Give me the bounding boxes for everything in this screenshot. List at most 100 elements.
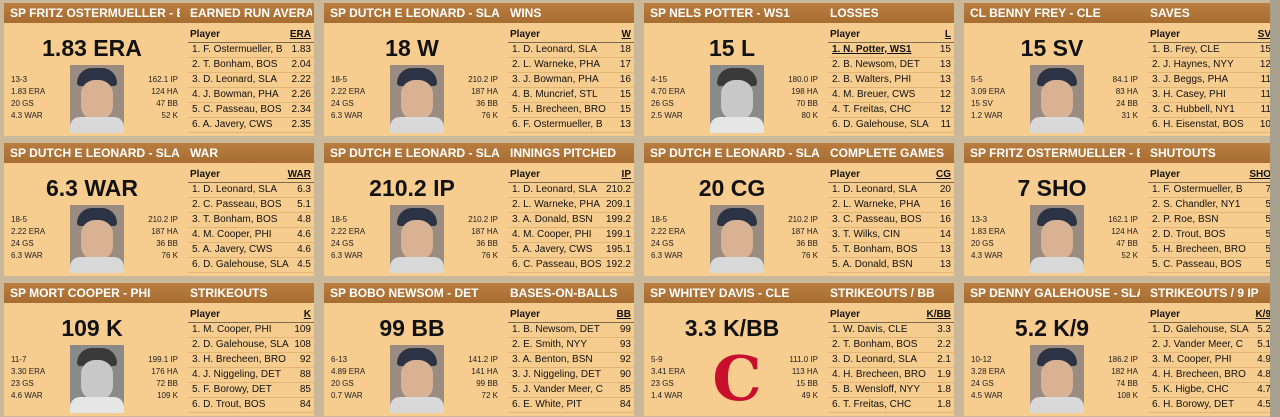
leader-row[interactable]: 2. J. Haynes, NYY 12 xyxy=(1148,58,1274,73)
leader-row[interactable]: 4. M. Cooper, PHI 199.1 xyxy=(508,228,634,243)
leader-row[interactable]: 4. M. Breuer, CWS 12 xyxy=(828,88,954,103)
leader-row[interactable]: 2. S. Chandler, NY1 5 xyxy=(1148,198,1274,213)
player-photo[interactable] xyxy=(710,205,764,273)
leader-card[interactable]: CL BENNY FREY - CLE SAVES 15 SV 5-5 3.09 ERA… xyxy=(964,3,1274,136)
player-header[interactable]: SP DUTCH E LEONARD - SLA xyxy=(10,146,180,160)
player-photo[interactable] xyxy=(390,205,444,273)
leader-card[interactable]: SP BOBO NEWSOM - DET BASES-ON-BALLS 99 BB 6… xyxy=(324,283,634,416)
leader-row[interactable]: 6. D. Galehouse, SLA 11 xyxy=(828,118,954,133)
leader-card[interactable]: SP DUTCH E LEONARD - SLA WINS 18 W 18-5 2.22… xyxy=(324,3,634,136)
leader-card[interactable]: SP WHITEY DAVIS - CLE STRIKEOUTS / BB 3.3 … xyxy=(644,283,954,416)
player-header[interactable]: SP DUTCH E LEONARD - SLA xyxy=(330,146,500,160)
leader-row[interactable]: 4. J. Niggeling, DET 88 xyxy=(188,368,314,383)
leader-row[interactable]: 3. D. Leonard, SLA 2.1 xyxy=(828,353,954,368)
leader-row[interactable]: 4. J. Bowman, PHA 2.26 xyxy=(188,88,314,103)
leader-row[interactable]: 6. C. Passeau, BOS 192.2 xyxy=(508,258,634,273)
player-photo[interactable] xyxy=(1030,205,1084,273)
leader-row[interactable]: 1. D. Galehouse, SLA 5.2 xyxy=(1148,323,1274,338)
leader-row[interactable]: 6. F. Ostermueller, B 13 xyxy=(508,118,634,133)
leader-row[interactable]: 5. A. Javery, CWS 4.6 xyxy=(188,243,314,258)
leader-row[interactable]: 1. M. Cooper, PHI 109 xyxy=(188,323,314,338)
leader-row[interactable]: 3. H. Casey, PHI 11 xyxy=(1148,88,1274,103)
player-header[interactable]: SP DENNY GALEHOUSE - SLA xyxy=(970,286,1140,300)
player-header[interactable]: SP NELS POTTER - WS1 xyxy=(650,6,790,20)
leader-row[interactable]: 5. B. Wensloff, NYY 1.8 xyxy=(828,383,954,398)
leader-row[interactable]: 2. L. Warneke, PHA 209.1 xyxy=(508,198,634,213)
leader-row[interactable]: 3. J. Bowman, PHA 16 xyxy=(508,73,634,88)
leader-row[interactable]: 2. T. Bonham, BOS 2.04 xyxy=(188,58,314,73)
leader-card[interactable]: SP FRITZ OSTERMUELLER - BOS SHUTOUTS 7 SHO… xyxy=(964,143,1274,276)
leader-row[interactable]: 3. T. Bonham, BOS 4.8 xyxy=(188,213,314,228)
leader-row[interactable]: 4. H. Brecheen, BRO 1.9 xyxy=(828,368,954,383)
leader-card[interactable]: SP DUTCH E LEONARD - SLA COMPLETE GAMES 20… xyxy=(644,143,954,276)
player-header[interactable]: SP MORT COOPER - PHI xyxy=(10,286,151,300)
leader-row[interactable]: 6. T. Freitas, CHC 1.8 xyxy=(828,398,954,413)
leader-row[interactable]: 2. C. Passeau, BOS 5.1 xyxy=(188,198,314,213)
leader-row[interactable]: 2. T. Bonham, BOS 2.2 xyxy=(828,338,954,353)
player-header[interactable]: SP WHITEY DAVIS - CLE xyxy=(650,286,790,300)
leader-row[interactable]: 6. H. Eisenstat, BOS 10 xyxy=(1148,118,1274,133)
leader-row[interactable]: 3. M. Cooper, PHI 4.9 xyxy=(1148,353,1274,368)
player-header[interactable]: SP FRITZ OSTERMUELLER - BOS xyxy=(970,146,1140,160)
player-header[interactable]: SP BOBO NEWSOM - DET xyxy=(330,286,479,300)
leader-row[interactable]: 5. H. Brecheen, BRO 5 xyxy=(1148,243,1274,258)
player-photo[interactable] xyxy=(70,205,124,273)
leader-row[interactable]: 5. J. Vander Meer, C 85 xyxy=(508,383,634,398)
leader-row[interactable]: 2. L. Warneke, PHA 17 xyxy=(508,58,634,73)
leader-row[interactable]: 3. T. Wilks, CIN 14 xyxy=(828,228,954,243)
leader-row[interactable]: 6. H. Borowy, DET 4.5 xyxy=(1148,398,1274,413)
leader-row[interactable]: 2. J. Vander Meer, C 5.1 xyxy=(1148,338,1274,353)
player-photo[interactable] xyxy=(390,345,444,413)
leader-row[interactable]: 4. T. Freitas, CHC 12 xyxy=(828,103,954,118)
player-header[interactable]: CL BENNY FREY - CLE xyxy=(970,6,1101,20)
player-header[interactable]: SP DUTCH E LEONARD - SLA xyxy=(330,6,500,20)
player-photo[interactable] xyxy=(390,65,444,133)
leader-row[interactable]: 3. A. Benton, BSN 92 xyxy=(508,353,634,368)
leader-row[interactable]: 3. J. Niggeling, DET 90 xyxy=(508,368,634,383)
leader-row[interactable]: 3. C. Hubbell, NY1 11 xyxy=(1148,103,1274,118)
player-photo[interactable] xyxy=(1030,345,1084,413)
leader-row[interactable]: 3. D. Leonard, SLA 2.22 xyxy=(188,73,314,88)
leader-card[interactable]: SP FRITZ OSTERMUELLER - BOS EARNED RUN AV… xyxy=(4,3,314,136)
leader-row[interactable]: 4. B. Muncrief, STL 15 xyxy=(508,88,634,103)
leader-row[interactable]: 2. B. Walters, PHI 13 xyxy=(828,73,954,88)
leader-card[interactable]: SP NELS POTTER - WS1 LOSSES 15 L 4-15 4.70 E… xyxy=(644,3,954,136)
leader-row[interactable]: 5. T. Bonham, BOS 13 xyxy=(828,243,954,258)
leader-row[interactable]: 5. C. Passeau, BOS 5 xyxy=(1148,258,1274,273)
leader-card[interactable]: SP DUTCH E LEONARD - SLA INNINGS PITCHED 2… xyxy=(324,143,634,276)
leader-card[interactable]: SP MORT COOPER - PHI STRIKEOUTS 109 K 11-7 3… xyxy=(4,283,314,416)
leader-row[interactable]: 3. J. Beggs, PHA 11 xyxy=(1148,73,1274,88)
leader-row[interactable]: 5. C. Passeau, BOS 2.34 xyxy=(188,103,314,118)
leader-row[interactable]: 1. B. Newsom, DET 99 xyxy=(508,323,634,338)
leader-row[interactable]: 5. A. Donald, BSN 13 xyxy=(828,258,954,273)
player-photo[interactable] xyxy=(70,345,124,413)
leader-row[interactable]: 1. W. Davis, CLE 3.3 xyxy=(828,323,954,338)
leader-row[interactable]: 2. D. Galehouse, SLA 108 xyxy=(188,338,314,353)
team-logo-icon[interactable]: C xyxy=(710,345,764,413)
leader-card[interactable]: SP DUTCH E LEONARD - SLA WAR 6.3 WAR 18-5 2.… xyxy=(4,143,314,276)
leader-row[interactable]: 2. D. Trout, BOS 5 xyxy=(1148,228,1274,243)
player-header[interactable]: SP FRITZ OSTERMUELLER - BOS xyxy=(10,6,180,20)
leader-row[interactable]: 2. L. Warneke, PHA 16 xyxy=(828,198,954,213)
leader-row[interactable]: 6. E. White, PIT 84 xyxy=(508,398,634,413)
player-photo[interactable] xyxy=(710,65,764,133)
leader-row[interactable]: 1. F. Ostermueller, B 7 xyxy=(1148,183,1274,198)
leader-row[interactable]: 1. D. Leonard, SLA 210.2 xyxy=(508,183,634,198)
leader-row[interactable]: 5. K. Higbe, CHC 4.7 xyxy=(1148,383,1274,398)
leader-row[interactable]: 6. A. Javery, CWS 2.35 xyxy=(188,118,314,133)
player-photo[interactable] xyxy=(1030,65,1084,133)
leader-row[interactable]: 3. C. Passeau, BOS 16 xyxy=(828,213,954,228)
player-header[interactable]: SP DUTCH E LEONARD - SLA xyxy=(650,146,820,160)
leader-row[interactable]: 3. H. Brecheen, BRO 92 xyxy=(188,353,314,368)
leader-row[interactable]: 6. D. Trout, BOS 84 xyxy=(188,398,314,413)
player-photo[interactable] xyxy=(70,65,124,133)
leader-row[interactable]: 1. D. Leonard, SLA 6.3 xyxy=(188,183,314,198)
leader-row[interactable]: 4. M. Cooper, PHI 4.6 xyxy=(188,228,314,243)
leader-row[interactable]: 2. B. Newsom, DET 13 xyxy=(828,58,954,73)
leader-row[interactable]: 4. H. Brecheen, BRO 4.8 xyxy=(1148,368,1274,383)
leader-row[interactable]: 5. H. Brecheen, BRO 15 xyxy=(508,103,634,118)
leader-row[interactable]: 1. D. Leonard, SLA 18 xyxy=(508,43,634,58)
leader-row[interactable]: 1. B. Frey, CLE 15 xyxy=(1148,43,1274,58)
leader-row[interactable]: 5. F. Borowy, DET 85 xyxy=(188,383,314,398)
leader-row[interactable]: 3. A. Donald, BSN 199.2 xyxy=(508,213,634,228)
